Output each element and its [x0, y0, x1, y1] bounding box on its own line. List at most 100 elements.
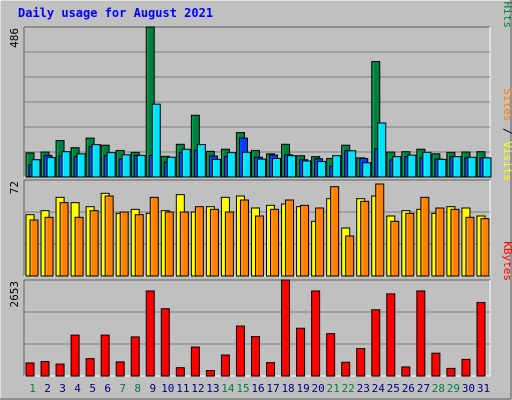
sites-bar	[89, 210, 99, 277]
pages-bar	[76, 153, 86, 178]
kbytes-bar	[40, 361, 50, 377]
kbytes-bar	[371, 309, 381, 377]
series-legend: Pages / Files / Hits	[501, 0, 512, 28]
kbytes-bar	[145, 290, 155, 377]
pages-bar	[91, 144, 101, 178]
x-tick-label: 29	[447, 382, 460, 395]
pages-bar	[31, 159, 41, 178]
x-tick-label: 24	[372, 382, 386, 395]
legend-part: Hits	[501, 2, 512, 29]
x-tick-label: 30	[462, 382, 475, 395]
kbytes-bar	[70, 334, 80, 377]
x-tick-label: 3	[59, 382, 66, 395]
pages-bar	[407, 154, 417, 178]
pages-bar	[302, 160, 312, 178]
kbytes-bar	[130, 336, 140, 377]
kbytes-bar	[55, 363, 65, 377]
legend-part: /	[501, 0, 512, 2]
sites-bar	[465, 216, 475, 277]
kbytes-bar	[461, 358, 471, 377]
pages-bar	[121, 154, 131, 178]
pages-bar	[317, 161, 327, 178]
pages-bar	[196, 144, 206, 178]
x-tick-label: 26	[402, 382, 415, 395]
pages-bar	[272, 157, 282, 178]
x-tick-label: 7	[119, 382, 126, 395]
pages-bar	[452, 156, 462, 178]
x-tick-label: 14	[221, 382, 235, 395]
sites-bar	[224, 211, 234, 277]
kbytes-bar	[326, 333, 336, 377]
sites-bar	[239, 199, 249, 277]
x-tick-label: 12	[191, 382, 204, 395]
pages-bar	[211, 158, 221, 178]
x-tick-label: 22	[342, 382, 355, 395]
x-tick-label: 11	[176, 382, 189, 395]
pages-bar	[422, 151, 432, 178]
sites-bar	[44, 216, 54, 277]
x-tick-label: 9	[149, 382, 156, 395]
kbytes-bar	[416, 290, 426, 377]
sites-bar	[405, 212, 415, 277]
sites-bar	[315, 207, 325, 277]
legend-part: KBytes	[501, 241, 512, 281]
y-max-label: 72	[8, 181, 21, 194]
sites-bar	[209, 208, 219, 277]
kbytes-bar	[446, 367, 456, 377]
x-tick-label: 6	[104, 382, 111, 395]
sites-bar	[119, 211, 129, 277]
chart-title: Daily usage for August 2021	[18, 6, 213, 20]
x-tick-label: 5	[89, 382, 96, 395]
pages-bar	[151, 103, 161, 178]
series-legend: Sites / Visits	[501, 88, 512, 181]
legend-part: Sites	[501, 88, 512, 121]
series-legend: KBytes	[501, 241, 512, 281]
kbytes-bar	[235, 325, 245, 377]
legend-part: /	[501, 121, 512, 141]
kbytes-bar	[175, 367, 185, 377]
x-tick-label: 16	[251, 382, 264, 395]
pages-bar	[392, 156, 402, 178]
x-tick-label: 4	[74, 382, 81, 395]
sites-bar	[179, 211, 189, 277]
pages-bar	[46, 157, 56, 178]
pages-bar	[256, 158, 266, 178]
x-tick-label: 13	[206, 382, 219, 395]
sites-bar	[29, 219, 39, 277]
sites-bar	[450, 208, 460, 277]
sites-bar	[254, 215, 264, 277]
pages-bar	[241, 151, 251, 178]
sites-bar	[345, 235, 355, 277]
sites-bar	[480, 218, 490, 277]
sites-bar	[360, 200, 370, 277]
kbytes-bar	[85, 358, 95, 377]
x-tick-label: 10	[161, 382, 174, 395]
sites-bar	[74, 216, 84, 277]
pages-bar	[332, 155, 342, 178]
pages-bar	[347, 150, 357, 178]
panel-2: 72 Sites / Visits	[8, 88, 512, 277]
sites-bar	[435, 207, 445, 277]
x-tick-label: 18	[281, 382, 294, 395]
kbytes-bar	[296, 327, 306, 377]
kbytes-bar	[281, 279, 291, 377]
x-tick-label: 28	[432, 382, 445, 395]
x-tick-label: 27	[417, 382, 430, 395]
x-tick-label: 21	[327, 382, 340, 395]
x-tick-label: 15	[236, 382, 249, 395]
kbytes-bar	[190, 346, 200, 377]
x-tick-label: 8	[134, 382, 141, 395]
pages-bar	[61, 151, 71, 178]
kbytes-bar	[476, 302, 486, 377]
y-max-label: 486	[8, 28, 21, 48]
x-tick-label: 25	[387, 382, 400, 395]
kbytes-bar	[356, 347, 366, 377]
pages-bar	[377, 122, 387, 178]
sites-bar	[164, 211, 174, 277]
sites-bar	[420, 196, 430, 277]
x-tick-label: 23	[357, 382, 370, 395]
x-tick-label: 2	[44, 382, 51, 395]
pages-bar	[166, 156, 176, 178]
y-max-label: 2653	[8, 281, 21, 308]
panel-3: 2653 KBytes	[8, 241, 512, 377]
